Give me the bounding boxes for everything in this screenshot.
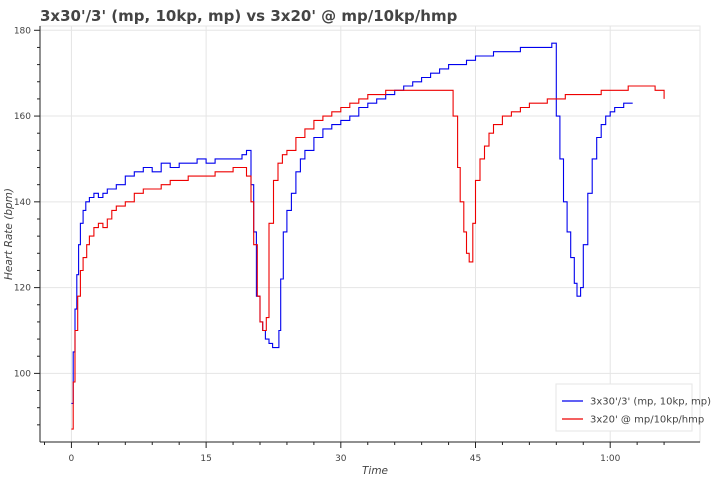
series-line-2 — [71, 85, 665, 430]
x-tick-label: 1:00 — [600, 454, 620, 464]
legend-label-series-1: 3x30'/3' (mp, 10kp, mp) — [590, 397, 711, 408]
x-axis-label: Time — [362, 465, 388, 477]
series-layer — [71, 42, 665, 430]
y-tick-label: 160 — [14, 112, 31, 122]
legend: 3x30'/3' (mp, 10kp, mp) 3x20' @ mp/10kp/… — [555, 383, 711, 432]
y-tick-label: 120 — [14, 284, 31, 294]
y-tick-label: 180 — [14, 26, 31, 36]
grid-lines — [40, 26, 700, 442]
y-tick-label: 140 — [14, 198, 31, 208]
legend-box — [555, 383, 693, 432]
x-tick-label: 15 — [200, 454, 211, 464]
x-tick-label: 45 — [470, 454, 481, 464]
series-line-1 — [71, 42, 633, 404]
plot-area — [39, 25, 701, 443]
y-tick-label: 100 — [14, 369, 31, 379]
axes: 0 15 30 45 1:00 100 120 140 160 180 — [14, 26, 700, 464]
x-tick-label: 30 — [335, 454, 347, 464]
chart-title: 3x30'/3' (mp, 10kp, mp) vs 3x20' @ mp/10… — [40, 7, 458, 25]
legend-label-series-2: 3x20' @ mp/10kp/hmp — [590, 415, 704, 426]
y-axis-label: Heart Rate (bpm) — [3, 188, 15, 280]
x-tick-label: 0 — [69, 454, 75, 464]
